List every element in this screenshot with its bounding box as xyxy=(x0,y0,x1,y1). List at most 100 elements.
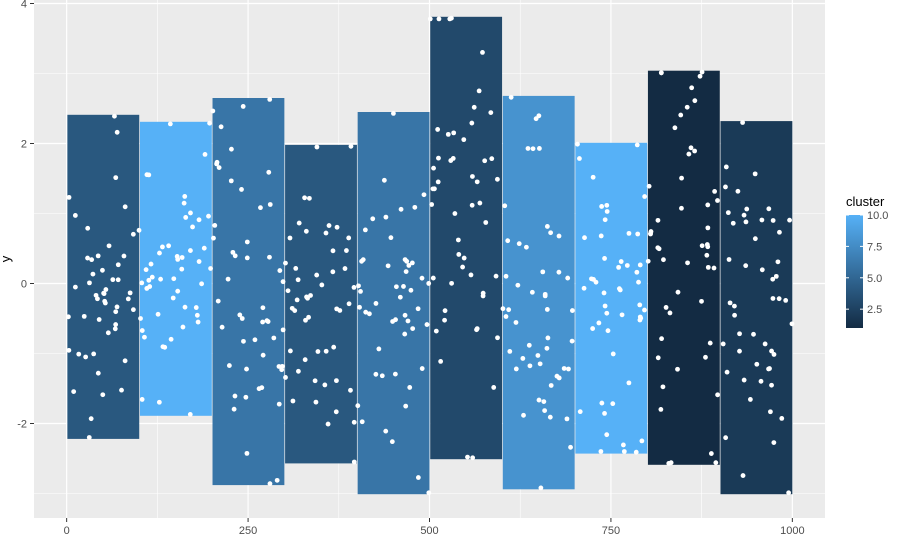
data-point xyxy=(415,306,421,312)
data-point xyxy=(112,326,118,332)
data-point xyxy=(323,348,329,354)
data-point xyxy=(405,318,411,324)
data-point xyxy=(431,165,436,171)
data-point xyxy=(296,220,302,226)
data-point xyxy=(302,195,307,201)
data-point xyxy=(469,202,475,208)
data-point xyxy=(590,326,596,331)
data-point xyxy=(285,288,291,294)
data-point xyxy=(168,336,174,342)
data-point xyxy=(759,267,765,273)
data-point xyxy=(201,245,207,251)
data-point xyxy=(668,460,674,466)
data-point xyxy=(143,267,149,273)
data-point xyxy=(241,338,246,344)
data-point xyxy=(87,280,92,286)
data-point xyxy=(391,111,396,116)
data-point xyxy=(155,311,161,317)
data-point xyxy=(768,409,773,415)
x-tick-label: 1000 xyxy=(780,525,804,537)
y-axis-title: y xyxy=(0,255,13,262)
data-point xyxy=(415,475,421,480)
data-point xyxy=(461,137,467,143)
data-point xyxy=(707,340,713,346)
data-point xyxy=(604,209,610,214)
data-point xyxy=(229,146,234,152)
data-point xyxy=(679,205,684,211)
data-point xyxy=(489,156,495,162)
data-point xyxy=(182,304,188,310)
data-point xyxy=(699,243,705,249)
data-point xyxy=(544,307,550,312)
cluster-bar-7 xyxy=(502,95,575,490)
data-point xyxy=(599,400,605,406)
data-point xyxy=(540,269,546,275)
data-point xyxy=(442,317,447,323)
data-point xyxy=(617,287,623,293)
data-point xyxy=(660,384,666,390)
data-point xyxy=(538,485,544,491)
data-point xyxy=(626,230,632,236)
data-point xyxy=(144,286,150,291)
data-point xyxy=(507,348,513,354)
legend-breaks: 10.0 7.5 5.0 2.5 xyxy=(846,210,888,316)
data-point xyxy=(692,148,698,154)
data-point xyxy=(167,121,173,127)
data-point xyxy=(296,368,301,374)
data-point xyxy=(470,455,476,461)
data-point xyxy=(148,261,154,267)
data-point xyxy=(330,269,336,275)
data-point xyxy=(66,314,71,320)
data-point xyxy=(561,366,567,371)
x-tick-label: 250 xyxy=(239,525,257,537)
data-point xyxy=(770,296,776,301)
data-point xyxy=(624,263,630,268)
data-point xyxy=(582,235,587,241)
data-point xyxy=(430,275,436,281)
data-point xyxy=(605,328,611,334)
data-point xyxy=(672,125,678,131)
data-point xyxy=(202,151,208,157)
data-point xyxy=(105,330,111,336)
data-point xyxy=(529,289,535,295)
data-point xyxy=(267,481,273,487)
data-point xyxy=(735,188,741,194)
data-point xyxy=(290,398,296,404)
data-point xyxy=(313,399,319,405)
data-point xyxy=(412,204,418,210)
data-point xyxy=(568,444,573,450)
data-point xyxy=(393,284,399,290)
data-point xyxy=(577,409,583,415)
data-point xyxy=(433,328,439,334)
data-point xyxy=(697,73,703,79)
data-point xyxy=(787,217,792,223)
data-point xyxy=(604,432,610,438)
data-point xyxy=(195,319,201,325)
data-point xyxy=(752,171,758,177)
data-point xyxy=(142,334,147,340)
data-point xyxy=(334,224,340,230)
data-point xyxy=(633,449,639,455)
data-point xyxy=(776,296,782,302)
data-point xyxy=(621,449,627,454)
data-point xyxy=(342,266,348,271)
data-point xyxy=(403,403,409,409)
data-point xyxy=(575,141,580,147)
data-point xyxy=(689,85,695,91)
data-point xyxy=(635,231,641,237)
data-point xyxy=(789,321,795,327)
data-point xyxy=(430,186,436,192)
data-point xyxy=(360,257,366,263)
data-point xyxy=(72,284,78,290)
data-point xyxy=(535,353,541,358)
data-point xyxy=(775,259,781,265)
data-point xyxy=(267,254,272,260)
data-point xyxy=(581,285,587,291)
data-point xyxy=(367,311,372,317)
data-point xyxy=(363,309,369,315)
data-point xyxy=(711,265,717,271)
data-point xyxy=(688,145,694,151)
data-point xyxy=(160,244,165,250)
data-point xyxy=(388,235,394,241)
data-point xyxy=(348,387,353,393)
